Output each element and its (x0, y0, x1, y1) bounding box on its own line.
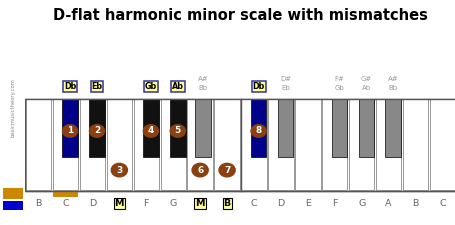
Text: Gb: Gb (144, 82, 157, 91)
Bar (3, 201, 23, 210)
Text: C: C (250, 199, 257, 208)
Text: Db: Db (64, 82, 76, 91)
Text: 7: 7 (223, 166, 230, 175)
Text: Ab: Ab (361, 85, 370, 91)
Bar (26, 99, 51, 190)
Circle shape (111, 163, 127, 177)
Bar (375, 99, 400, 190)
Bar (53, 192, 78, 197)
Text: B: B (35, 199, 42, 208)
Text: 2: 2 (94, 126, 100, 135)
Text: 6: 6 (197, 166, 203, 175)
Text: C: C (62, 199, 69, 208)
Bar (294, 99, 320, 190)
Bar (25, 99, 455, 191)
Bar (3, 188, 23, 199)
Bar (268, 99, 293, 190)
Text: M: M (114, 199, 124, 208)
Text: G: G (357, 199, 364, 208)
Text: G#: G# (360, 76, 371, 82)
Text: E: E (304, 199, 310, 208)
Bar (143, 99, 158, 157)
Circle shape (251, 125, 266, 137)
Text: 3: 3 (116, 166, 122, 175)
Circle shape (192, 163, 208, 177)
Text: G: G (169, 199, 177, 208)
Circle shape (170, 125, 185, 137)
Text: M: M (195, 199, 204, 208)
Bar (358, 99, 373, 157)
Bar (80, 99, 105, 190)
Bar (241, 99, 266, 190)
Text: D: D (89, 199, 96, 208)
Text: A#: A# (387, 76, 398, 82)
Bar (384, 99, 400, 157)
Bar (170, 99, 185, 157)
Bar (429, 99, 454, 190)
Bar (106, 99, 131, 190)
Circle shape (89, 125, 104, 137)
Bar (277, 99, 293, 157)
Bar (331, 99, 346, 157)
Text: A: A (384, 199, 391, 208)
Bar (214, 99, 239, 190)
Circle shape (143, 125, 158, 137)
Text: D#: D# (279, 76, 290, 82)
Bar (133, 99, 159, 190)
Text: basicmusictheory.com: basicmusictheory.com (10, 79, 15, 137)
Text: D-flat harmonic minor scale with mismatches: D-flat harmonic minor scale with mismatc… (53, 8, 427, 23)
Text: Db: Db (252, 82, 264, 91)
Circle shape (218, 163, 235, 177)
Text: Ab: Ab (172, 82, 183, 91)
Bar (195, 99, 210, 157)
Text: Gb: Gb (334, 85, 344, 91)
Text: Eb: Eb (281, 85, 289, 91)
Text: Bb: Bb (388, 85, 397, 91)
Bar (187, 99, 212, 190)
Text: Bb: Bb (198, 85, 207, 91)
Text: F: F (143, 199, 149, 208)
Text: C: C (438, 199, 445, 208)
Bar (250, 99, 266, 157)
Text: B: B (411, 199, 418, 208)
Bar (53, 99, 78, 190)
Bar (160, 99, 186, 190)
Bar (402, 99, 427, 190)
Text: B: B (223, 199, 230, 208)
Text: A#: A# (197, 76, 207, 82)
Text: F: F (331, 199, 337, 208)
Text: 8: 8 (255, 126, 261, 135)
Text: F#: F# (334, 76, 344, 82)
Bar (25, 99, 455, 191)
Bar (321, 99, 347, 190)
Bar (349, 99, 374, 190)
Bar (89, 99, 105, 157)
Text: Eb: Eb (91, 82, 102, 91)
Text: 5: 5 (174, 126, 181, 135)
Text: D: D (277, 199, 284, 208)
Text: 1: 1 (67, 126, 73, 135)
Text: 4: 4 (147, 126, 154, 135)
Bar (62, 99, 78, 157)
Circle shape (62, 125, 77, 137)
